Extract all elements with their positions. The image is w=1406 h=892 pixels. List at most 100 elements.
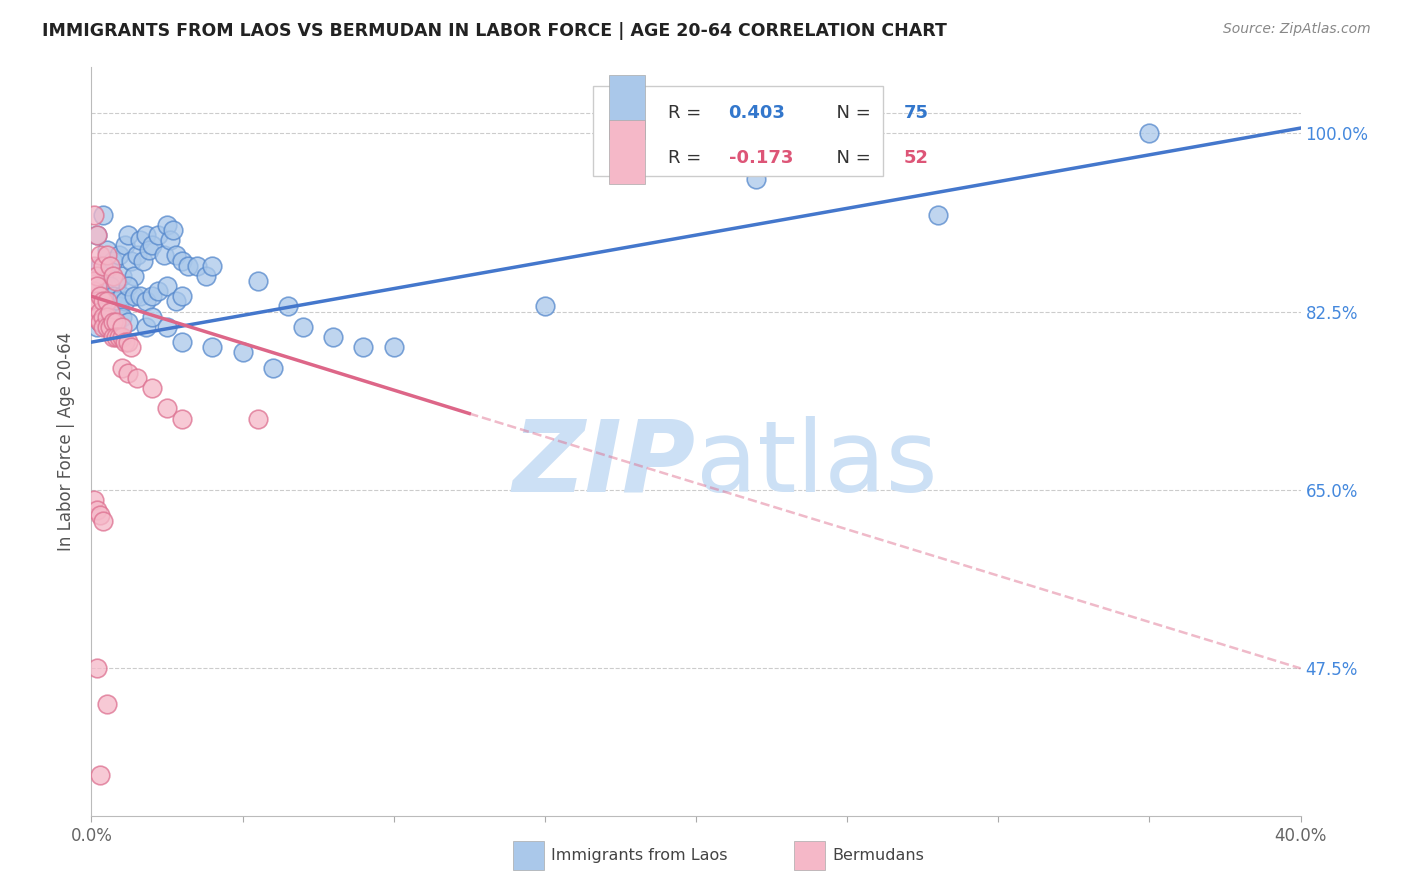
Point	[93, 310, 115, 324]
Point	[153, 248, 176, 262]
Point	[135, 294, 157, 309]
Point	[172, 289, 194, 303]
Point	[101, 330, 124, 344]
Point	[125, 248, 148, 262]
Point	[96, 294, 118, 309]
FancyBboxPatch shape	[593, 86, 883, 176]
Point	[104, 279, 127, 293]
Point	[201, 340, 224, 354]
Point	[156, 279, 179, 293]
Text: 52: 52	[904, 149, 929, 167]
Point	[322, 330, 344, 344]
Point	[86, 661, 108, 675]
Point	[135, 319, 157, 334]
Point	[89, 304, 111, 318]
FancyBboxPatch shape	[609, 120, 645, 184]
Point	[89, 768, 111, 782]
Point	[86, 228, 108, 243]
Point	[89, 259, 111, 273]
Point	[117, 335, 139, 350]
Point	[104, 330, 127, 344]
Point	[120, 340, 142, 354]
Point	[98, 310, 121, 324]
Point	[533, 300, 555, 314]
Y-axis label: In Labor Force | Age 20-64: In Labor Force | Age 20-64	[58, 332, 76, 551]
Point	[114, 238, 136, 252]
Point	[117, 366, 139, 380]
Point	[122, 268, 145, 283]
Point	[132, 253, 155, 268]
Point	[111, 319, 132, 334]
Point	[1139, 126, 1161, 140]
Point	[111, 330, 132, 344]
Point	[89, 315, 111, 329]
Point	[107, 248, 129, 262]
Point	[89, 508, 111, 523]
Point	[120, 253, 142, 268]
Point	[96, 310, 118, 324]
Point	[117, 315, 139, 329]
Point	[83, 284, 105, 298]
Point	[104, 319, 127, 334]
Point	[96, 319, 118, 334]
Point	[83, 259, 105, 273]
Point	[96, 697, 118, 711]
Point	[93, 259, 115, 273]
Point	[98, 279, 121, 293]
Point	[146, 228, 169, 243]
Text: 75: 75	[904, 103, 929, 121]
Point	[122, 289, 145, 303]
Point	[98, 259, 121, 273]
Text: 0.403: 0.403	[728, 103, 786, 121]
Point	[96, 244, 118, 258]
Point	[89, 289, 111, 303]
Point	[262, 360, 284, 375]
Point	[114, 294, 136, 309]
Point	[111, 289, 132, 303]
Point	[107, 330, 129, 344]
Point	[98, 304, 121, 318]
Point	[138, 244, 160, 258]
Point	[231, 345, 253, 359]
Point	[141, 381, 163, 395]
Point	[86, 294, 108, 309]
Point	[135, 228, 157, 243]
Point	[352, 340, 374, 354]
Point	[165, 248, 187, 262]
Point	[83, 300, 105, 314]
Point	[104, 274, 127, 288]
Point	[104, 294, 127, 309]
Text: atlas: atlas	[696, 416, 938, 513]
Text: Bermudans: Bermudans	[832, 848, 924, 863]
Text: N =: N =	[825, 149, 877, 167]
Text: R =: R =	[668, 149, 707, 167]
Point	[195, 268, 218, 283]
Point	[101, 268, 124, 283]
Point	[141, 238, 163, 252]
Point	[93, 208, 115, 222]
Point	[172, 335, 194, 350]
Point	[172, 253, 194, 268]
Point	[114, 335, 136, 350]
Point	[96, 289, 118, 303]
Point	[93, 514, 115, 528]
Point	[83, 310, 105, 324]
Text: N =: N =	[825, 103, 877, 121]
Point	[89, 315, 111, 329]
Point	[156, 218, 179, 232]
Point	[162, 223, 184, 237]
Point	[86, 319, 108, 334]
Point	[141, 310, 163, 324]
Point	[117, 228, 139, 243]
Point	[156, 319, 179, 334]
Point	[93, 310, 115, 324]
Text: IMMIGRANTS FROM LAOS VS BERMUDAN IN LABOR FORCE | AGE 20-64 CORRELATION CHART: IMMIGRANTS FROM LAOS VS BERMUDAN IN LABO…	[42, 22, 948, 40]
Point	[165, 294, 187, 309]
Point	[101, 289, 124, 303]
Point	[101, 253, 124, 268]
FancyBboxPatch shape	[609, 75, 645, 139]
Point	[141, 289, 163, 303]
Point	[96, 248, 118, 262]
Point	[146, 284, 169, 298]
Point	[292, 319, 315, 334]
